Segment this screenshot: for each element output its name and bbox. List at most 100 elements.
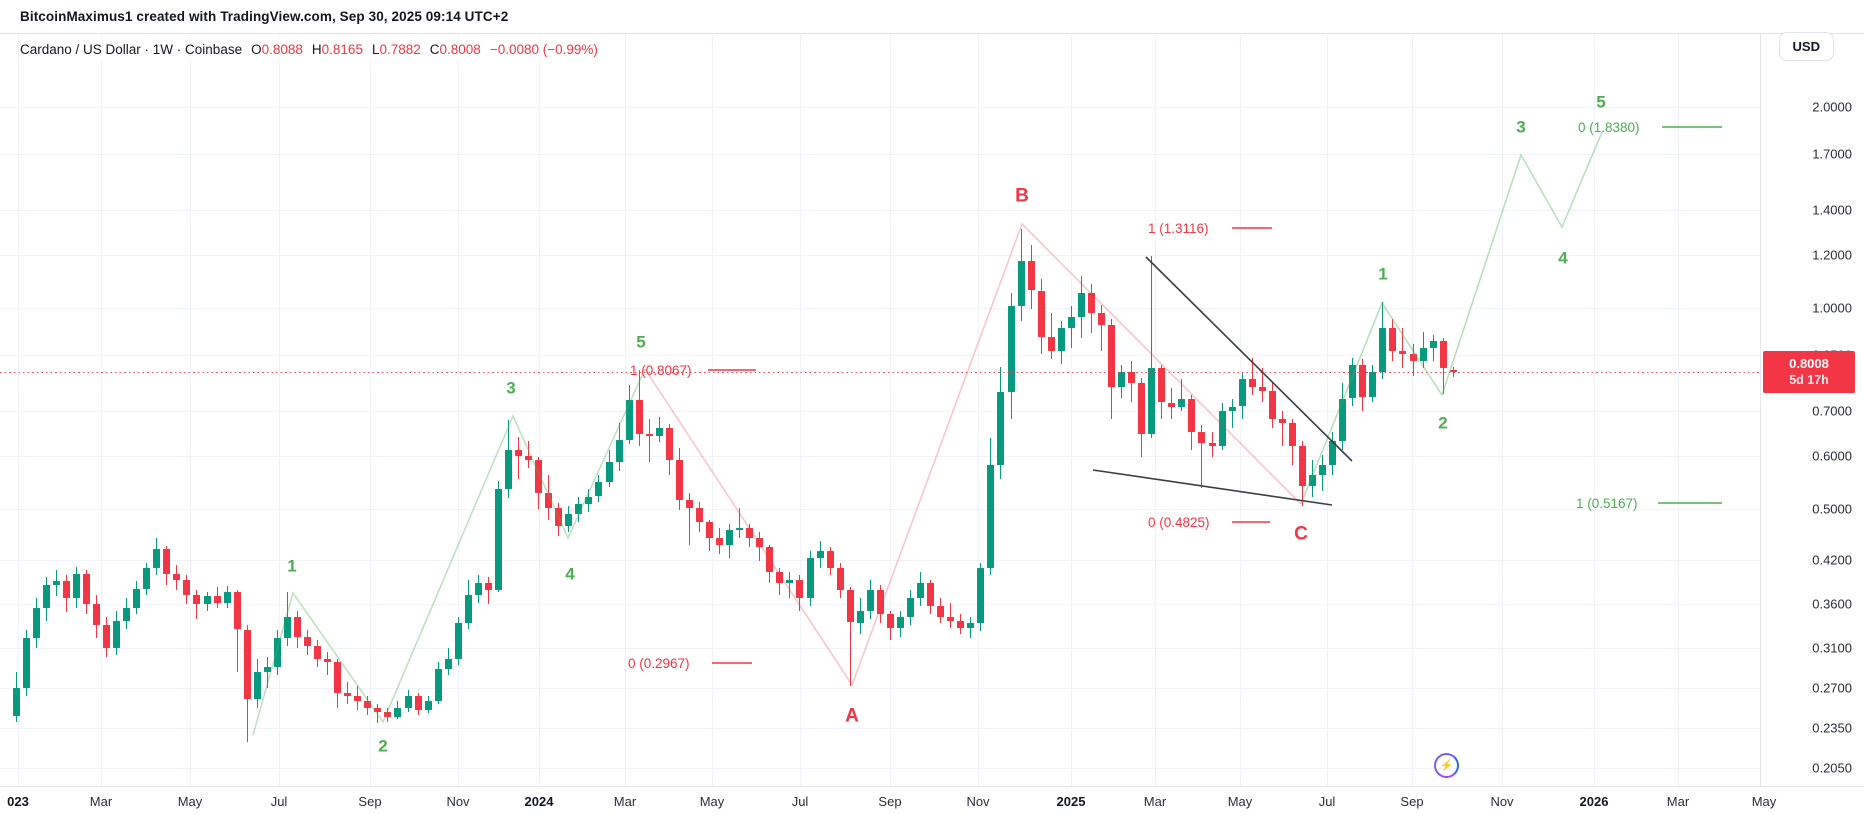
price-axis[interactable]: 2.00001.70001.40001.20001.00000.85000.70… bbox=[1760, 34, 1864, 786]
v-gridline bbox=[458, 34, 459, 786]
open-label: O bbox=[251, 41, 262, 57]
last-price-value: 0.8008 bbox=[1789, 356, 1829, 372]
candle bbox=[133, 588, 141, 609]
wave-label-5: 5 bbox=[1596, 92, 1606, 112]
topbar-divider bbox=[0, 33, 1864, 34]
candle bbox=[263, 667, 271, 672]
v-gridline bbox=[1594, 34, 1595, 786]
candle bbox=[374, 707, 382, 713]
h-gridline bbox=[0, 647, 1760, 649]
candle bbox=[625, 400, 633, 440]
time-axis[interactable]: 023 Mar May Jul Sep Nov 2024 Mar May Jul Sep Nov 202… bbox=[0, 786, 1864, 814]
wave-label-1: 1 bbox=[1378, 264, 1388, 284]
candle bbox=[1188, 398, 1196, 433]
h-gridline bbox=[0, 154, 1760, 156]
candle bbox=[344, 693, 352, 697]
v-gridline bbox=[1327, 34, 1328, 786]
candle bbox=[92, 604, 100, 626]
candle bbox=[82, 573, 90, 605]
candle bbox=[464, 594, 472, 623]
candle bbox=[1248, 379, 1256, 387]
candle-wick bbox=[196, 590, 198, 620]
wave-label-b: B bbox=[1015, 185, 1029, 207]
candle-wick bbox=[950, 602, 952, 628]
candle bbox=[1409, 354, 1417, 362]
candle bbox=[1389, 328, 1397, 351]
fib-level-label: 1 (0.5167) bbox=[1576, 496, 1638, 511]
candle bbox=[1128, 372, 1136, 384]
candle bbox=[796, 579, 804, 598]
candle bbox=[675, 460, 683, 501]
time-axis-label: 2025 bbox=[1056, 794, 1086, 809]
candle bbox=[545, 493, 553, 508]
candle bbox=[1268, 390, 1276, 419]
price-axis-label: 1.0000 bbox=[1812, 300, 1852, 316]
candle-wick bbox=[487, 577, 489, 605]
symbol-header[interactable]: Cardano / US Dollar · 1W · Coinbase O 0.8… bbox=[20, 39, 604, 59]
candle bbox=[776, 572, 784, 583]
wave-label-5: 5 bbox=[636, 332, 646, 352]
candle bbox=[1349, 364, 1357, 399]
candle bbox=[203, 596, 211, 605]
candle bbox=[967, 622, 975, 628]
candle bbox=[32, 608, 40, 639]
candle bbox=[1329, 441, 1337, 465]
candle bbox=[645, 433, 653, 437]
v-gridline bbox=[1412, 34, 1413, 786]
v-gridline bbox=[190, 34, 191, 786]
candle bbox=[253, 672, 261, 699]
candle bbox=[1258, 386, 1266, 391]
price-axis-label: 0.3600 bbox=[1812, 596, 1852, 612]
candle bbox=[1419, 347, 1427, 362]
candle bbox=[1359, 364, 1367, 398]
candle bbox=[163, 549, 171, 574]
chart-canvas[interactable]: 1 2 3 4 5 A B C 1 2 3 4 5 1 (0.8067) 0 (0.2967) 1 (1.31… bbox=[0, 34, 1760, 786]
candle bbox=[756, 538, 764, 548]
candle bbox=[726, 530, 734, 545]
v-gridline bbox=[279, 34, 280, 786]
low-label: L bbox=[371, 41, 380, 57]
candle bbox=[1067, 317, 1075, 329]
change-value: −0.0080 (−0.99%) bbox=[489, 41, 598, 57]
candle bbox=[585, 496, 593, 505]
candle-wick bbox=[648, 419, 650, 462]
candle bbox=[273, 638, 281, 667]
price-axis-label: 0.3100 bbox=[1812, 640, 1852, 656]
currency-toggle-button[interactable]: USD bbox=[1778, 32, 1834, 61]
candle-wick bbox=[1251, 357, 1253, 395]
time-axis-label: 023 bbox=[7, 794, 29, 809]
candle bbox=[1379, 328, 1387, 372]
price-axis-label: 2.0000 bbox=[1812, 99, 1852, 115]
candle bbox=[1047, 336, 1055, 351]
symbol-title[interactable]: Cardano / US Dollar · 1W · Coinbase bbox=[20, 41, 243, 57]
candle bbox=[173, 573, 181, 580]
candle bbox=[826, 551, 834, 568]
candle-wick bbox=[1432, 334, 1434, 362]
time-axis-label: Mar bbox=[1143, 794, 1167, 809]
swirl-lightning-icon: ⚡ bbox=[1434, 753, 1459, 778]
candle bbox=[62, 581, 70, 598]
candle bbox=[1158, 368, 1166, 403]
candle bbox=[293, 616, 301, 637]
v-gridline bbox=[890, 34, 891, 786]
candle bbox=[1087, 293, 1095, 314]
h-gridline bbox=[0, 106, 1760, 108]
v-gridline bbox=[1155, 34, 1156, 786]
candle bbox=[223, 592, 231, 603]
time-axis-label: Nov bbox=[966, 794, 990, 809]
candle bbox=[474, 582, 482, 595]
candle bbox=[183, 579, 191, 595]
candle-wick bbox=[528, 441, 530, 469]
wave-label-2: 2 bbox=[1438, 413, 1448, 433]
candle bbox=[494, 489, 502, 591]
candle bbox=[1288, 423, 1296, 446]
h-gridline bbox=[0, 255, 1760, 257]
candle bbox=[123, 608, 131, 621]
candle-wick bbox=[739, 507, 741, 539]
candle bbox=[1319, 465, 1326, 476]
price-axis-label: 0.2350 bbox=[1812, 720, 1852, 736]
time-axis-label: 2024 bbox=[524, 794, 554, 809]
candle bbox=[866, 590, 874, 611]
time-axis-label: Mar bbox=[613, 794, 637, 809]
